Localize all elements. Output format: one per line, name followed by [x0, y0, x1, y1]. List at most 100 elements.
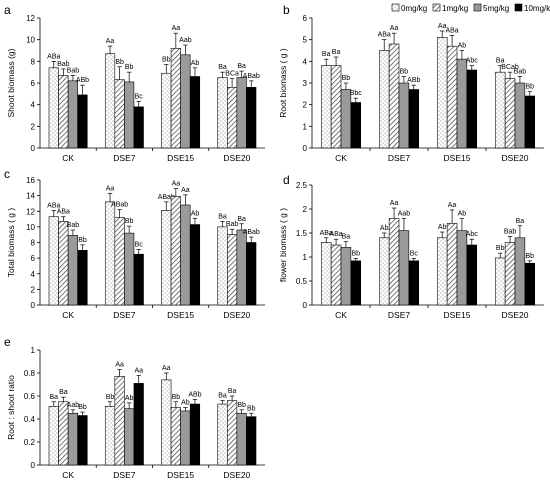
- x-tick-label: CK: [335, 310, 347, 320]
- bar: [340, 247, 352, 306]
- bar: [320, 242, 332, 306]
- legend-label: 0mg/kg: [401, 4, 427, 13]
- bar: [524, 262, 536, 306]
- x-tick-label: CK: [62, 310, 74, 320]
- bar: [378, 50, 390, 149]
- bar: [189, 76, 201, 149]
- bar-significance-label: Bb: [162, 57, 171, 64]
- bar-significance-label: ABa: [47, 53, 60, 60]
- y-tick-label: 2.5: [296, 181, 308, 190]
- bar: [48, 216, 59, 306]
- y-tick-label: 12: [26, 14, 35, 23]
- bar-significance-label: Bab: [67, 222, 80, 229]
- bar-significance-label: Aa: [390, 25, 399, 32]
- bar-significance-label: ABab: [243, 229, 260, 236]
- y-axis-label: flower biomass ( g ): [278, 208, 288, 282]
- bar-significance-label: Bb: [526, 253, 535, 260]
- y-tick-label: 14: [26, 192, 35, 201]
- y-axis-label: Root : shoot ratio: [6, 375, 16, 440]
- bar: [350, 102, 362, 149]
- bar-significance-label: Bab: [57, 61, 70, 68]
- bar: [246, 416, 257, 466]
- bar: [67, 412, 78, 466]
- bar-significance-label: Ab: [458, 211, 467, 218]
- y-tick-label: 0: [303, 144, 308, 153]
- y-tick-label: 10: [26, 223, 35, 232]
- bar: [133, 106, 144, 149]
- chart-legend: 0mg/kg 1mg/kg 5mg/kg 10mg/kg: [391, 3, 550, 13]
- bar-significance-label: ABa: [57, 209, 70, 216]
- x-tick-label: DSE15: [167, 310, 194, 320]
- bar: [67, 80, 78, 149]
- bar-significance-label: Ba: [218, 393, 227, 400]
- bar: [514, 82, 526, 149]
- y-tick-label: 1: [303, 122, 308, 131]
- y-tick-label: 5: [303, 36, 308, 45]
- panel-letter: d: [283, 173, 290, 187]
- y-tick-label: 3: [303, 79, 308, 88]
- bar: [189, 224, 201, 306]
- bar: [236, 77, 247, 149]
- bar: [388, 218, 400, 306]
- bar: [217, 403, 228, 466]
- bar: [180, 54, 191, 149]
- bar: [246, 87, 257, 149]
- bar-significance-label: Aa: [172, 181, 181, 188]
- x-tick-label: DSE15: [167, 153, 194, 163]
- bar: [170, 48, 181, 149]
- bar: [58, 221, 69, 306]
- bar-significance-label: Aab: [179, 37, 192, 44]
- y-tick-label: 0: [31, 301, 36, 310]
- y-tick-label: 0: [303, 301, 308, 310]
- bar-significance-label: Aa: [115, 362, 124, 369]
- bar: [104, 201, 116, 306]
- y-tick-label: 1: [303, 253, 308, 262]
- bar-significance-label: Bab: [514, 69, 527, 76]
- bar-significance-label: Bb: [342, 75, 351, 82]
- x-tick-label: DSE7: [388, 153, 410, 163]
- bar: [114, 217, 125, 306]
- chart-panel-d: d flower biomass ( g ) 0 0.5 1 1.5 2 2.5 CK ABaAB…: [278, 173, 544, 320]
- bar-significance-label: Aab: [67, 402, 80, 409]
- bar-significance-label: Bb: [78, 237, 87, 244]
- bar: [124, 408, 135, 466]
- y-tick-label: 8: [31, 239, 36, 248]
- bar-significance-label: Bb: [125, 218, 134, 225]
- bar: [456, 230, 468, 306]
- bar-significance-label: Ba: [218, 213, 227, 220]
- bar: [494, 257, 506, 306]
- bar: [388, 43, 400, 149]
- bar-significance-label: Bb: [247, 405, 256, 412]
- bar-significance-label: Ba: [322, 51, 331, 58]
- y-tick-label: 8: [31, 57, 36, 66]
- bar-significance-label: Abc: [466, 231, 479, 238]
- bar-significance-label: Bbc: [350, 90, 363, 97]
- y-tick-label: 0.2: [24, 438, 36, 447]
- bar: [504, 78, 516, 149]
- bar: [124, 232, 135, 306]
- x-tick-label: DSE20: [223, 153, 250, 163]
- bar-significance-label: Ba: [342, 234, 351, 241]
- x-tick-label: DSE15: [167, 470, 194, 480]
- x-tick-label: DSE20: [502, 310, 529, 320]
- bar-significance-label: Bb: [352, 250, 361, 257]
- bar: [227, 87, 238, 149]
- bar-significance-label: ABa: [445, 27, 458, 34]
- x-tick-label: DSE20: [223, 470, 250, 480]
- bar: [104, 53, 116, 149]
- bar-significance-label: Aa: [181, 187, 190, 194]
- bar: [77, 415, 88, 466]
- bar: [436, 37, 448, 149]
- bar-significance-label: ABb: [407, 77, 420, 84]
- bar-significance-label: Ab: [380, 225, 389, 232]
- bar: [170, 196, 181, 306]
- panel-letter: e: [4, 335, 11, 349]
- bar: [48, 67, 59, 149]
- y-tick-label: 6: [303, 14, 308, 23]
- y-tick-label: 1: [31, 346, 36, 355]
- bar-significance-label: ABa: [47, 202, 60, 209]
- bar-significance-label: Bb: [106, 394, 115, 401]
- bar: [236, 412, 247, 466]
- y-tick-label: 2: [31, 122, 36, 131]
